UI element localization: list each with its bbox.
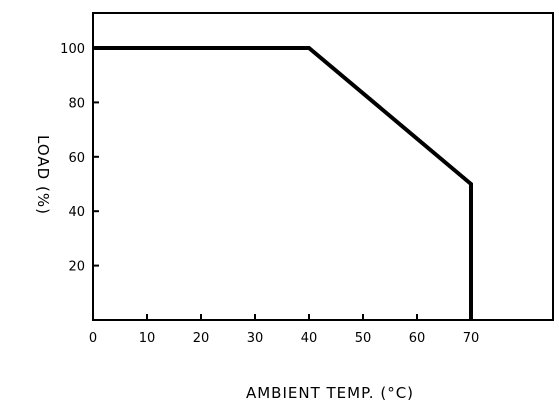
- y-tick-label: 80: [68, 96, 85, 111]
- x-axis-title: AMBIENT TEMP. (°C): [246, 384, 414, 402]
- y-tick-label: 100: [60, 42, 85, 57]
- y-tick-label: 60: [68, 151, 85, 166]
- y-tick-label: 40: [68, 205, 85, 220]
- x-tick-label: 60: [409, 331, 426, 346]
- x-tick-label: 0: [89, 331, 97, 346]
- plot-frame: [92, 12, 554, 321]
- x-tick-label: 30: [247, 331, 264, 346]
- x-tick-label: 40: [301, 331, 318, 346]
- y-tick-label: 20: [68, 260, 85, 275]
- derating-curve: [93, 46, 473, 320]
- y-axis-title: LOAD (%): [34, 135, 52, 215]
- series-layer: [93, 46, 473, 320]
- x-tick-label: 70: [463, 331, 480, 346]
- x-axis-ticks: 0 10 20 30 40 50 60 70: [89, 314, 479, 346]
- x-tick-label: 20: [193, 331, 210, 346]
- x-tick-label: 50: [355, 331, 372, 346]
- x-tick-label: 10: [139, 331, 156, 346]
